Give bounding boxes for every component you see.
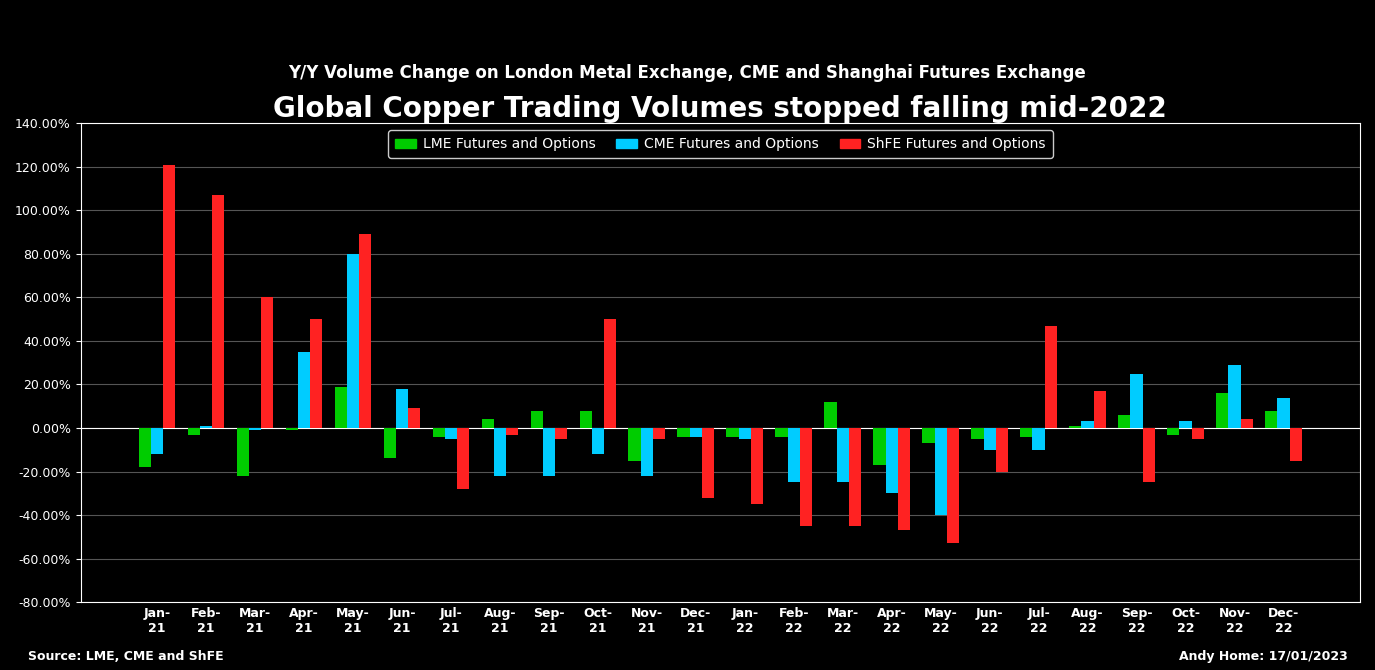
Bar	[164, 165, 176, 428]
Bar	[1082, 421, 1093, 428]
Bar	[298, 352, 311, 428]
Bar	[591, 428, 604, 454]
Bar	[1070, 426, 1082, 428]
Bar	[1130, 374, 1143, 428]
Bar	[151, 428, 164, 454]
Bar	[261, 297, 274, 428]
Bar	[886, 428, 898, 493]
Title: Global Copper Trading Volumes stopped falling mid-2022: Global Copper Trading Volumes stopped fa…	[274, 95, 1167, 123]
Bar	[825, 402, 836, 428]
Text: Andy Home: 17/01/2023: Andy Home: 17/01/2023	[1178, 651, 1348, 663]
Bar	[1228, 365, 1240, 428]
Bar	[139, 428, 151, 467]
Bar	[1216, 393, 1228, 428]
Bar	[641, 428, 653, 476]
Bar	[923, 428, 935, 444]
Bar	[1167, 428, 1180, 435]
Bar	[199, 426, 212, 428]
Bar	[556, 428, 568, 439]
Bar	[726, 428, 738, 437]
Bar	[701, 428, 714, 498]
Bar	[678, 428, 690, 437]
Bar	[433, 428, 446, 437]
Bar	[1020, 428, 1033, 437]
Bar	[738, 428, 751, 439]
Bar	[531, 411, 543, 428]
Bar	[384, 428, 396, 458]
Bar	[848, 428, 861, 526]
Bar	[543, 428, 556, 476]
Bar	[800, 428, 813, 526]
Bar	[396, 389, 408, 428]
Bar	[690, 428, 701, 437]
Bar	[971, 428, 983, 439]
Bar	[236, 428, 249, 476]
Bar	[751, 428, 763, 504]
Bar	[1290, 428, 1302, 460]
Legend: LME Futures and Options, CME Futures and Options, ShFE Futures and Options: LME Futures and Options, CME Futures and…	[388, 131, 1053, 158]
Bar	[628, 428, 641, 460]
Bar	[1045, 326, 1057, 428]
Bar	[1118, 415, 1130, 428]
Bar	[935, 428, 947, 515]
Bar	[1180, 421, 1192, 428]
Bar	[579, 411, 591, 428]
Bar	[1143, 428, 1155, 482]
Bar	[1277, 397, 1290, 428]
Bar	[983, 428, 996, 450]
Bar	[775, 428, 788, 437]
Bar	[1240, 419, 1253, 428]
Bar	[1265, 411, 1277, 428]
Bar	[996, 428, 1008, 472]
Bar	[446, 428, 456, 439]
Bar	[873, 428, 886, 465]
Bar	[311, 319, 322, 428]
Bar	[836, 428, 848, 482]
Bar	[212, 195, 224, 428]
Bar	[481, 419, 494, 428]
Bar	[947, 428, 958, 543]
Bar	[334, 387, 346, 428]
Text: Y/Y Volume Change on London Metal Exchange, CME and Shanghai Futures Exchange: Y/Y Volume Change on London Metal Exchan…	[289, 64, 1086, 82]
Bar	[1093, 391, 1106, 428]
Bar	[188, 428, 199, 435]
Bar	[1033, 428, 1045, 450]
Bar	[653, 428, 666, 439]
Bar	[359, 234, 371, 428]
Bar	[408, 409, 421, 428]
Bar	[898, 428, 910, 530]
Bar	[604, 319, 616, 428]
Bar	[249, 428, 261, 430]
Bar	[494, 428, 506, 476]
Bar	[788, 428, 800, 482]
Bar	[286, 428, 298, 430]
Bar	[1192, 428, 1204, 439]
Bar	[346, 254, 359, 428]
Text: Source: LME, CME and ShFE: Source: LME, CME and ShFE	[28, 651, 223, 663]
Bar	[506, 428, 518, 435]
Bar	[456, 428, 469, 489]
